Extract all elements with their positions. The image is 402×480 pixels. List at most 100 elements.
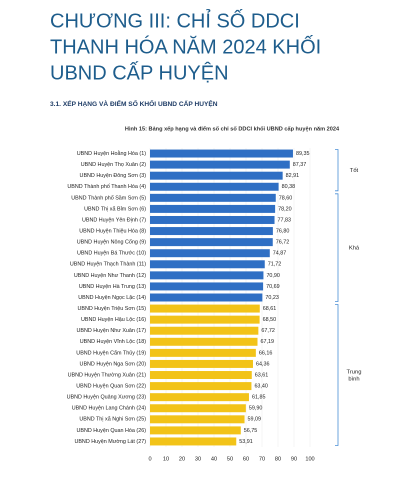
- y-tick-label: UBND Huyện Quan Sơn (22): [76, 384, 146, 390]
- y-tick-label: UBND Thành phố Thanh Hóa (4): [67, 184, 146, 190]
- value-label: 67,19: [261, 339, 275, 345]
- bar: [150, 149, 293, 158]
- bar: [150, 249, 270, 258]
- x-tick-label: 60: [243, 456, 249, 462]
- value-label: 74,87: [273, 251, 287, 257]
- value-label: 87,37: [293, 162, 307, 168]
- bar: [150, 227, 273, 236]
- y-tick-label: UBND Thành phố Sầm Sơn (5): [71, 195, 146, 201]
- y-tick-label: UBND Huyện Nông Cống (9): [77, 240, 146, 246]
- y-tick-label: UBND Huyện Lang Chánh (24): [72, 406, 147, 412]
- x-tick-label: 0: [148, 456, 151, 462]
- bar: [150, 415, 245, 424]
- value-label: 82,91: [286, 173, 300, 179]
- y-tick-label: UBND Huyện Thường Xuân (21): [68, 372, 147, 378]
- value-label: 67,72: [261, 328, 275, 334]
- bar: [150, 371, 252, 380]
- bar: [150, 282, 264, 291]
- group-bracket: [335, 304, 339, 446]
- x-tick-label: 80: [275, 456, 281, 462]
- y-tick-label: UBND Huyện Nga Sơn (20): [80, 361, 147, 367]
- y-tick-label: UBND Thị xã Nghi Sơn (25): [79, 417, 146, 423]
- value-label: 59,90: [249, 406, 263, 412]
- x-tick-label: 40: [211, 456, 217, 462]
- bar: [150, 182, 279, 191]
- heading-line: UBND CẤP HUYỆN: [50, 61, 229, 84]
- value-label: 70,23: [265, 295, 279, 301]
- value-label: 63,61: [255, 372, 269, 378]
- y-tick-label: UBND Huyện Thạch Thành (11): [70, 262, 146, 268]
- y-tick-label: UBND Huyện Ngọc Lặc (14): [78, 295, 146, 301]
- bar: [150, 293, 263, 302]
- heading-line: CHƯƠNG III: CHỈ SỐ DDCI: [50, 8, 300, 32]
- value-label: 56,75: [244, 428, 257, 434]
- bar: [150, 193, 276, 202]
- x-tick-label: 30: [195, 456, 201, 462]
- bar: [150, 404, 246, 413]
- bar: [150, 437, 237, 446]
- bar: [150, 359, 253, 368]
- figure-caption: Hình 15: Bảng xếp hạng và điểm số chỉ số…: [125, 125, 340, 132]
- value-label: 59,09: [248, 417, 262, 423]
- y-tick-label: UBND Huyện Quảng Xương (23): [67, 395, 147, 401]
- y-tick-label: UBND Huyện Yên Định (7): [82, 217, 146, 223]
- group-label: Khá: [349, 245, 360, 251]
- value-label: 78,60: [279, 195, 293, 201]
- value-label: 76,80: [276, 228, 290, 234]
- bar: [150, 315, 260, 324]
- x-tick-label: 100: [305, 456, 314, 462]
- x-tick-label: 50: [227, 456, 233, 462]
- group-label: Trung bình: [347, 369, 362, 382]
- bar: [150, 426, 241, 435]
- y-tick-label: UBND Huyện Hoằng Hóa (1): [77, 150, 146, 157]
- value-label: 71,72: [268, 262, 282, 268]
- value-label: 53,91: [239, 439, 253, 445]
- bar: [150, 171, 283, 180]
- y-tick-label: UBND Huyện Cẩm Thủy (19): [76, 349, 146, 356]
- x-tick-label: 90: [291, 456, 297, 462]
- bar: [150, 304, 260, 313]
- value-label: 89,35: [296, 151, 310, 157]
- value-label: 70,69: [266, 284, 280, 290]
- y-tick-label: UBND Huyện Quan Hóa (26): [76, 428, 146, 434]
- value-label: 68,61: [263, 306, 277, 312]
- group-bracket: [335, 193, 339, 302]
- bar: [150, 393, 249, 402]
- bar: [150, 160, 290, 169]
- value-label: 68,50: [263, 317, 277, 323]
- value-label: 77,83: [278, 217, 292, 223]
- bar: [150, 204, 276, 213]
- y-tick-label: UBND Huyện Như Xuân (17): [76, 328, 146, 334]
- y-tick-label: UBND Huyện Thiệu Hóa (8): [79, 228, 146, 234]
- section-title: 3.1. XẾP HẠNG VÀ ĐIỂM SỐ KHỐI UBND CẤP H…: [50, 98, 218, 108]
- y-tick-label: UBND Huyện Như Thanh (12): [74, 273, 146, 279]
- value-label: 70,90: [266, 273, 280, 279]
- y-tick-label: UBND Huyện Vĩnh Lộc (18): [80, 339, 146, 345]
- bar: [150, 260, 265, 269]
- heading-line: THANH HÓA NĂM 2024 KHỐI: [50, 34, 321, 58]
- y-tick-label: UBND Huyện Đông Sơn (3): [80, 173, 147, 179]
- value-label: 64,36: [256, 361, 270, 367]
- y-tick-label: UBND Huyện Mường Lát (27): [74, 439, 146, 445]
- bar: [150, 348, 256, 357]
- value-label: 76,72: [276, 240, 290, 246]
- x-tick-label: 10: [163, 456, 169, 462]
- x-tick-label: 70: [259, 456, 265, 462]
- y-tick-label: UBND Huyện Hà Trung (13): [79, 284, 146, 290]
- bar: [150, 337, 258, 346]
- y-tick-label: UBND Huyện Triệu Sơn (15): [77, 306, 146, 312]
- bar: [150, 326, 259, 335]
- bar: [150, 382, 252, 391]
- y-tick-label: UBND Huyện Thọ Xuân (2): [81, 162, 146, 168]
- y-tick-label: UBND Thị xã Bỉm Sơn (6): [84, 205, 146, 212]
- group-label: Tốt: [350, 168, 359, 174]
- bar: [150, 271, 264, 280]
- value-label: 78,20: [278, 206, 292, 212]
- x-tick-label: 20: [179, 456, 185, 462]
- value-label: 80,38: [282, 184, 296, 190]
- y-tick-label: UBND Huyện Bá Thước (10): [77, 251, 146, 257]
- value-label: 61,85: [252, 395, 266, 401]
- bar: [150, 215, 275, 224]
- y-tick-label: UBND Huyện Hậu Lộc (16): [81, 317, 146, 323]
